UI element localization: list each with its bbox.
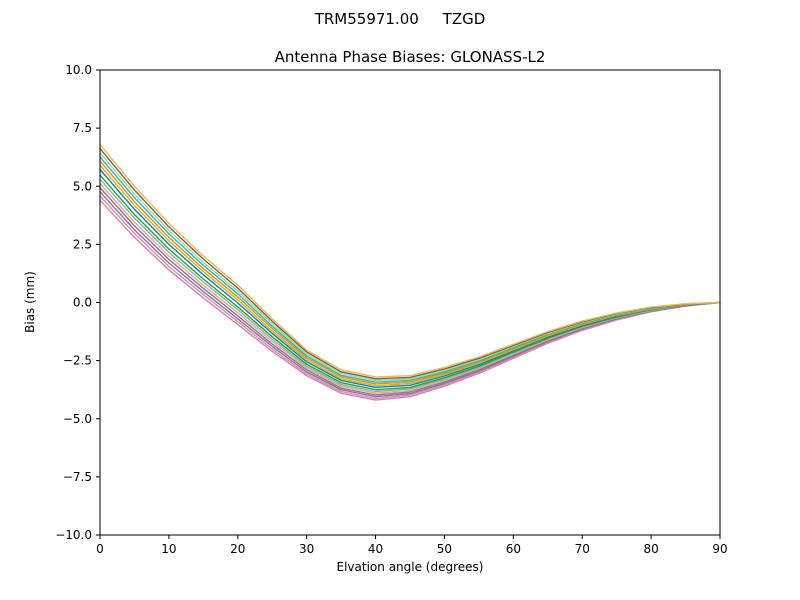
x-tick-label: 90 <box>712 542 727 556</box>
series-line <box>99 182 721 394</box>
chart-title: Antenna Phase Biases: GLONASS-L2 <box>274 48 546 66</box>
figure-suptitle: TRM55971.00 TZGD <box>314 10 486 28</box>
x-tick-label: 60 <box>506 542 521 556</box>
y-tick-label: −7.5 <box>63 470 92 484</box>
series-line <box>99 164 721 387</box>
x-tick-label: 0 <box>96 542 104 556</box>
series-line <box>99 191 721 398</box>
y-tick-label: −10.0 <box>55 528 92 542</box>
y-tick-label: 2.5 <box>73 237 92 251</box>
y-tick-label: 10.0 <box>65 63 92 77</box>
x-tick-label: 40 <box>368 542 383 556</box>
x-tick-label: 50 <box>437 542 452 556</box>
x-tick-label: 20 <box>230 542 245 556</box>
series-line <box>99 147 721 380</box>
y-tick-label: −2.5 <box>63 354 92 368</box>
y-tick-label: 0.0 <box>73 296 92 310</box>
series-line <box>99 195 721 400</box>
x-tick-label: 80 <box>643 542 658 556</box>
y-tick-label: −5.0 <box>63 412 92 426</box>
series-line <box>99 186 721 396</box>
x-tick-label: 30 <box>299 542 314 556</box>
y-tick-label: 7.5 <box>73 121 92 135</box>
series-line <box>99 168 721 389</box>
series-line <box>99 199 721 401</box>
axes-box <box>99 69 721 536</box>
x-axis-label: Elvation angle (degrees) <box>336 560 484 574</box>
x-tick-label: 70 <box>575 542 590 556</box>
x-tick-label: 10 <box>161 542 176 556</box>
y-tick-label: 5.0 <box>73 179 92 193</box>
series-line <box>99 143 721 378</box>
